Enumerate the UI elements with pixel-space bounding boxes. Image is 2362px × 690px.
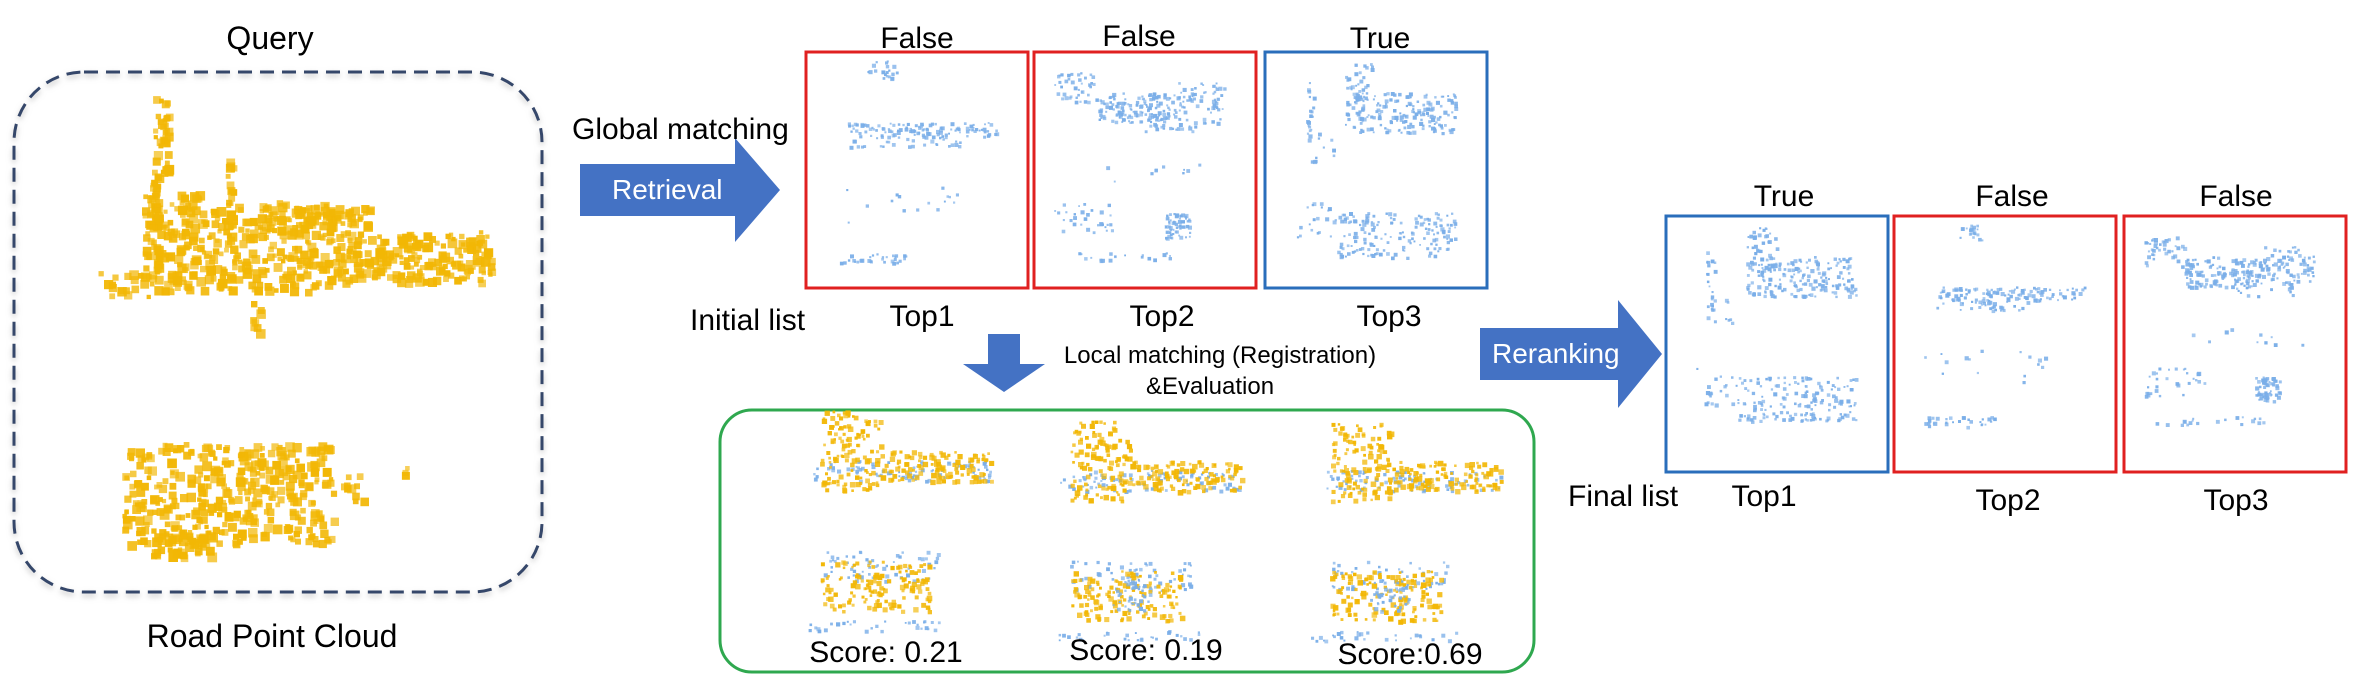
initial-top3-cloud — [1296, 63, 1459, 261]
final-top3-status: False — [2199, 180, 2273, 213]
final-top1-status: True — [1753, 180, 1815, 213]
score-1: Score: 0.21 — [809, 636, 963, 669]
retrieval-label: Retrieval — [612, 174, 723, 205]
final-top1-rank: Top1 — [1731, 480, 1797, 513]
initial-top2-rank: Top2 — [1129, 300, 1195, 333]
query-title: Query — [226, 20, 314, 56]
initial-top1-rank: Top1 — [889, 300, 955, 333]
initial-top3-rank: Top3 — [1356, 300, 1422, 333]
reranking-arrow — [1480, 300, 1662, 408]
final-top2-status: False — [1975, 180, 2049, 213]
score-2: Score: 0.19 — [1069, 634, 1223, 667]
final-top2-frame — [1892, 214, 2118, 474]
final-top1-cloud — [1696, 227, 1859, 424]
evaluation-label: &Evaluation — [1145, 373, 1275, 400]
initial-top2-status: False — [1102, 20, 1176, 53]
reranking-label: Reranking — [1492, 338, 1620, 369]
final-list-label: Final list — [1568, 480, 1679, 513]
initial-top2-frame — [1032, 50, 1258, 290]
evaluation-pair-1 — [808, 410, 995, 634]
final-top1-frame — [1664, 214, 1890, 474]
initial-list-label: Initial list — [690, 304, 806, 337]
final-top2-rank: Top2 — [1975, 484, 2041, 517]
final-top3-frame — [2122, 214, 2348, 474]
final-top2-cloud — [1924, 224, 2087, 430]
score-3: Score:0.69 — [1337, 638, 1483, 671]
query-frame — [12, 70, 544, 594]
initial-top2-cloud — [1054, 72, 1227, 264]
final-top3-cloud — [2144, 236, 2316, 427]
local-matching-arrow — [963, 334, 1045, 392]
initial-top3-status: True — [1349, 22, 1411, 55]
query-point-cloud — [98, 96, 497, 563]
query-caption: Road Point Cloud — [146, 618, 398, 654]
evaluation-pair-3 — [1311, 422, 1504, 644]
final-top3-rank: Top3 — [2203, 484, 2269, 517]
initial-top1-status: False — [880, 22, 954, 55]
local-matching-label: Local matching (Registration) — [1063, 342, 1377, 369]
evaluation-pair-2 — [1058, 420, 1246, 642]
global-matching-label: Global matching — [572, 113, 789, 146]
initial-top1-cloud — [839, 60, 1000, 266]
retrieval-arrow — [580, 138, 780, 242]
initial-top1-frame — [804, 50, 1030, 290]
